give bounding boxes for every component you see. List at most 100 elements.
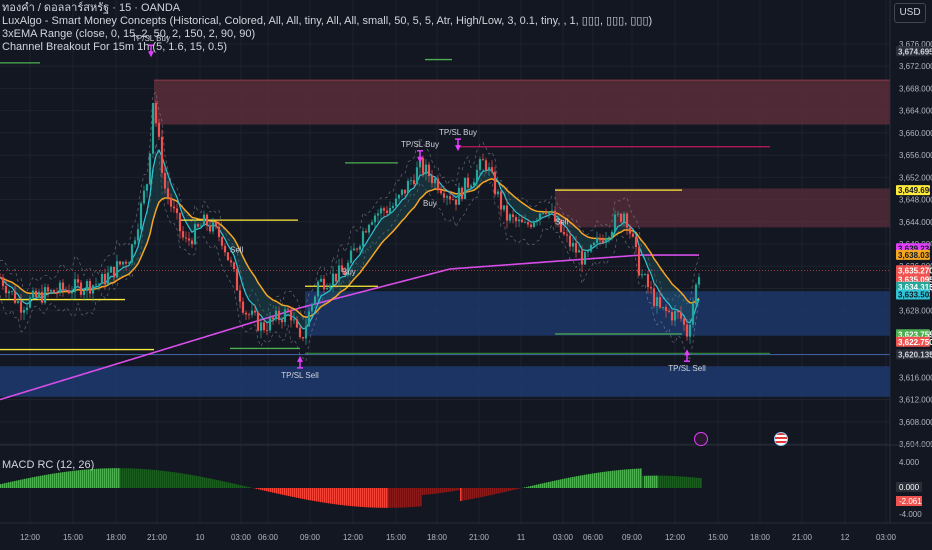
macd-bar [118, 468, 120, 488]
candle-body [283, 309, 287, 323]
supply-zone-right [555, 188, 890, 228]
candle-body [268, 317, 272, 331]
macd-bar [74, 470, 76, 488]
macd-bar [666, 475, 668, 488]
candle-body [493, 171, 497, 195]
macd-bar [472, 488, 474, 499]
candle-body [277, 310, 281, 321]
macd-bar [632, 468, 634, 488]
macd-bar [434, 488, 436, 494]
macd-bar [466, 488, 468, 500]
macd-bar [136, 468, 138, 488]
candle-body [304, 326, 308, 339]
macd-bar [484, 488, 486, 497]
macd-bar [688, 476, 690, 488]
candle-body [487, 167, 491, 171]
macd-bar [444, 488, 446, 493]
candle-body [394, 198, 398, 207]
candle-body [532, 221, 536, 227]
macd-bar [330, 488, 332, 504]
macd-bar [224, 481, 226, 488]
candle-body [571, 242, 575, 247]
signal-label: TP/SL Sell [668, 364, 706, 373]
macd-bar [30, 477, 32, 488]
candle-body [250, 310, 254, 315]
macd-bar [564, 478, 566, 488]
lightning-icon[interactable] [694, 432, 708, 446]
signal-marker: TP/SL Sell [281, 355, 319, 380]
candle-body [502, 205, 506, 210]
macd-bar [66, 471, 68, 488]
macd-bar [282, 488, 284, 495]
candle-body [193, 224, 197, 245]
macd-bar [300, 488, 302, 499]
candle-body [529, 224, 533, 227]
candle-body [88, 281, 92, 294]
candle-body [115, 261, 119, 278]
macd-bar [532, 485, 534, 488]
candle-body [634, 236, 638, 248]
time-tick-label: 21:00 [469, 533, 490, 542]
macd-bar [64, 471, 66, 488]
candle-body [436, 178, 440, 191]
candle-body [28, 297, 32, 308]
macd-bar [576, 476, 578, 488]
macd-tick-label: 4.000 [899, 458, 920, 467]
macd-bar [50, 473, 52, 488]
macd-title[interactable]: MACD RC (12, 26) [2, 459, 95, 471]
macd-bar [696, 477, 698, 488]
buy-sell-label: Sell [555, 218, 569, 227]
macd-bar [628, 469, 630, 488]
candle-body [184, 237, 188, 239]
time-tick-label: 15:00 [63, 533, 84, 542]
macd-bar [458, 488, 460, 491]
macd-bar [100, 468, 102, 488]
macd-bar [524, 487, 526, 488]
macd-bar [636, 468, 638, 488]
candle-body [358, 246, 362, 250]
macd-bar [552, 481, 554, 488]
macd-bar [494, 488, 496, 495]
candle-body [463, 177, 467, 200]
macd-bar [400, 488, 402, 508]
currency-button[interactable]: USD [894, 3, 926, 23]
macd-bar [6, 482, 8, 488]
macd-bar [320, 488, 322, 503]
candle-body [142, 190, 146, 204]
macd-bar [196, 475, 198, 488]
svg-text:3,634.315: 3,634.315 [898, 283, 932, 292]
macd-bar [112, 468, 114, 488]
macd-bar [328, 488, 330, 504]
macd-bar [22, 479, 24, 488]
candle-body [415, 167, 419, 185]
price-tick-label: 3,652.000 [899, 173, 932, 182]
macd-bar [648, 475, 650, 488]
indicator-smc[interactable]: LuxAlgo - Smart Money Concepts (Historic… [2, 15, 653, 27]
macd-bar [380, 488, 382, 508]
us-flag-icon[interactable] [774, 432, 788, 446]
price-axis[interactable]: 3,676.000 3,672.000 3,668.000 3,664.000 3,66… [889, 0, 932, 523]
macd-bar [212, 479, 214, 488]
indicator-channel-breakout[interactable]: Channel Breakout For 15m 1h (5, 1.6, 15,… [2, 41, 228, 53]
candle-body [559, 219, 563, 233]
candle-body [460, 187, 464, 200]
macd-bar [114, 468, 116, 488]
macd-bar [86, 469, 88, 488]
macd-bar [396, 488, 398, 508]
macd-bar [610, 470, 612, 488]
candle-body [508, 214, 512, 221]
macd-bar [554, 480, 556, 488]
macd-bar [398, 488, 400, 508]
candle-body [145, 184, 149, 191]
time-axis[interactable]: 12:00 15:00 18:00 21:00 10 03:00 06:00 09:00 12:… [0, 522, 932, 542]
candle-body [595, 237, 599, 243]
macd-bar [298, 488, 300, 499]
macd-bar [626, 469, 628, 488]
candle-body [124, 261, 128, 264]
indicator-3xema[interactable]: 3xEMA Range (close, 0, 15, 2, 50, 2, 150… [2, 28, 256, 40]
macd-bar [486, 488, 488, 496]
svg-text:3,623.755: 3,623.755 [898, 330, 932, 339]
candle-body [556, 219, 560, 222]
